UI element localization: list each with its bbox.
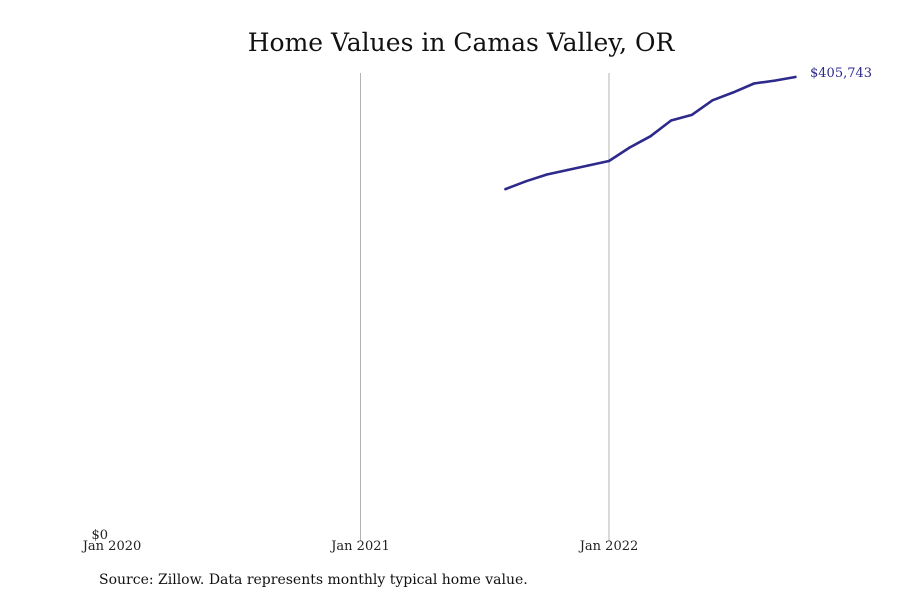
source-note: Source: Zillow. Data represents monthly … xyxy=(99,572,528,588)
data-point xyxy=(732,91,735,94)
end-value-label: $405,743 xyxy=(810,66,872,81)
x-axis-tick-label: Jan 2022 xyxy=(578,539,639,554)
x-axis-ticks: Jan 2020 Jan 2021 Jan 2022 xyxy=(81,539,639,554)
chart-title: Home Values in Camas Valley, OR xyxy=(248,28,676,57)
series-line xyxy=(504,75,797,191)
series-points xyxy=(504,75,797,191)
data-point xyxy=(773,79,776,82)
y-axis-tick-label: $0 xyxy=(91,528,108,543)
data-point xyxy=(690,113,693,117)
data-point xyxy=(711,99,714,102)
data-point xyxy=(669,119,673,122)
data-point xyxy=(794,75,797,79)
x-axis-tick-label: Jan 2021 xyxy=(329,539,390,554)
gridlines xyxy=(360,73,610,541)
x-axis-tick-label: Jan 2020 xyxy=(81,539,142,554)
data-point xyxy=(649,135,652,138)
data-point xyxy=(504,187,507,191)
data-point xyxy=(525,180,528,183)
data-point xyxy=(607,159,611,163)
data-point xyxy=(566,168,569,172)
data-point xyxy=(752,82,756,85)
data-point xyxy=(545,173,549,176)
data-point xyxy=(628,146,631,149)
data-point xyxy=(587,164,590,167)
